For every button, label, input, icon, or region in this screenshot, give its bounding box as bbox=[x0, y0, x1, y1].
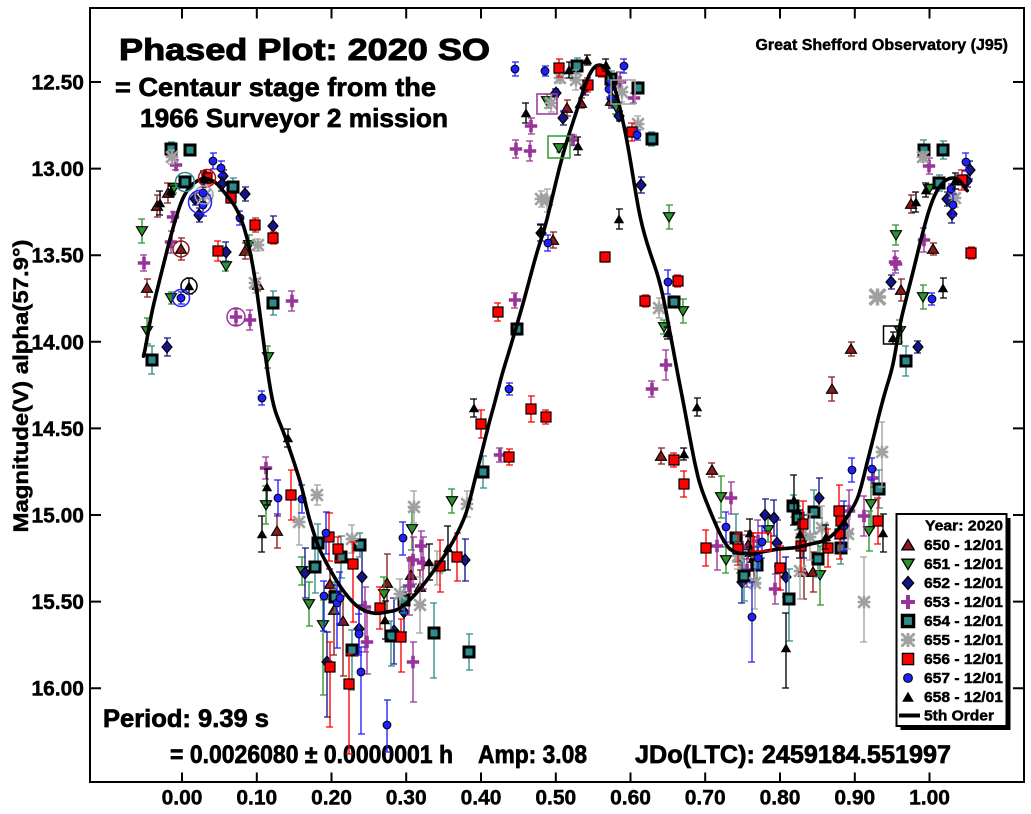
svg-text:14.00: 14.00 bbox=[31, 331, 84, 354]
svg-text:0.20: 0.20 bbox=[311, 787, 352, 810]
svg-text:13.00: 13.00 bbox=[31, 158, 84, 181]
svg-text:651 - 12/01: 651 - 12/01 bbox=[924, 557, 1003, 573]
svg-text:0.50: 0.50 bbox=[535, 787, 576, 810]
svg-text:13.50: 13.50 bbox=[31, 245, 84, 268]
svg-text:JDo(LTC): 2459184.551997: JDo(LTC): 2459184.551997 bbox=[635, 741, 951, 769]
svg-text:= 0.0026080 ± 0.0000001 h: = 0.0026080 ± 0.0000001 h bbox=[170, 741, 453, 769]
svg-text:Period: 9.39 s: Period: 9.39 s bbox=[103, 705, 269, 733]
svg-text:0.00: 0.00 bbox=[162, 787, 203, 810]
svg-text:658 - 12/01: 658 - 12/01 bbox=[924, 690, 1003, 706]
svg-text:657 - 12/01: 657 - 12/01 bbox=[924, 671, 1003, 687]
svg-text:14.50: 14.50 bbox=[31, 418, 84, 441]
svg-text:5th Order: 5th Order bbox=[924, 709, 994, 725]
svg-text:656 - 12/01: 656 - 12/01 bbox=[924, 652, 1003, 668]
svg-text:16.00: 16.00 bbox=[31, 678, 84, 701]
svg-text:0.40: 0.40 bbox=[461, 787, 502, 810]
svg-text:0.60: 0.60 bbox=[610, 787, 651, 810]
svg-text:Great Shefford Observatory (J9: Great Shefford Observatory (J95) bbox=[755, 37, 1008, 54]
svg-text:15.00: 15.00 bbox=[31, 505, 84, 528]
svg-text:0.10: 0.10 bbox=[236, 787, 277, 810]
svg-text:15.50: 15.50 bbox=[31, 591, 84, 614]
svg-text:Phased Plot: 2020 SO: Phased Plot: 2020 SO bbox=[119, 32, 490, 67]
svg-text:0.90: 0.90 bbox=[834, 787, 875, 810]
svg-text:Year: 2020: Year: 2020 bbox=[925, 519, 1003, 535]
svg-text:= Centaur stage from the: = Centaur stage from the bbox=[115, 72, 436, 102]
svg-text:Magnitude(V) alpha(57.9°): Magnitude(V) alpha(57.9°) bbox=[9, 240, 33, 533]
svg-text:652 - 12/01: 652 - 12/01 bbox=[924, 576, 1003, 592]
svg-text:Amp: 3.08: Amp: 3.08 bbox=[478, 741, 587, 769]
svg-text:655 - 12/01: 655 - 12/01 bbox=[924, 633, 1003, 649]
svg-text:654 - 12/01: 654 - 12/01 bbox=[924, 614, 1003, 630]
svg-text:650 - 12/01: 650 - 12/01 bbox=[924, 538, 1003, 554]
svg-text:1.00: 1.00 bbox=[909, 787, 950, 810]
svg-text:0.80: 0.80 bbox=[760, 787, 801, 810]
svg-text:0.30: 0.30 bbox=[386, 787, 427, 810]
svg-text:12.50: 12.50 bbox=[31, 72, 84, 95]
svg-text:653 - 12/01: 653 - 12/01 bbox=[924, 595, 1003, 611]
svg-text:0.70: 0.70 bbox=[685, 787, 726, 810]
svg-text:1966 Surveyor 2 mission: 1966 Surveyor 2 mission bbox=[140, 103, 448, 133]
